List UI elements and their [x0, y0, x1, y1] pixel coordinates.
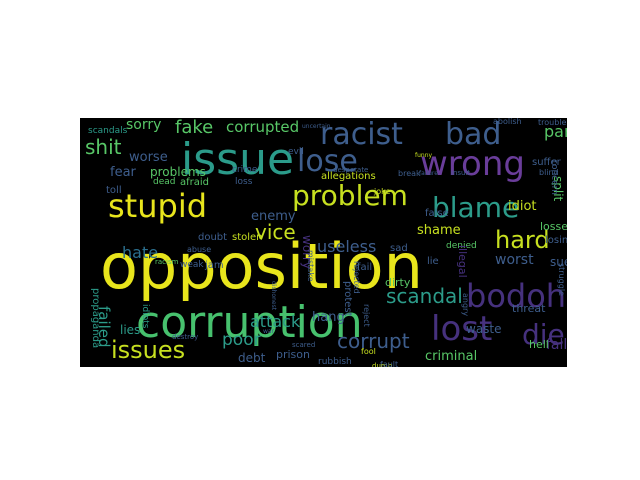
word-uncertain: uncertain	[302, 123, 331, 130]
word-fall: fall	[546, 337, 567, 353]
word-loss: loss	[235, 177, 253, 187]
word-concern: concern	[549, 159, 559, 195]
word-blind: blind	[539, 168, 559, 177]
word-break: break	[398, 169, 421, 178]
word-worry: worry	[300, 235, 314, 269]
word-racism: racism	[155, 258, 179, 266]
word-bodoh: bodoh	[466, 277, 567, 315]
word-protest: protest	[342, 281, 353, 317]
word-idiots: idiots	[140, 304, 150, 329]
word-failed: failed	[95, 306, 113, 348]
word-struggle: struggle	[557, 263, 566, 296]
word-idiot: idiot	[508, 199, 537, 214]
word-issues: issues	[111, 336, 186, 364]
word-racist: racist	[320, 118, 403, 152]
word-propaganda: propaganda	[90, 288, 101, 349]
word-problem: problem	[292, 179, 408, 212]
word-abolish: abolish	[493, 118, 522, 126]
word-worse: worse	[129, 150, 168, 165]
word-joke: joke	[374, 187, 391, 196]
word-lies: lies	[120, 323, 141, 337]
word-blame: blame	[432, 191, 520, 224]
word-corrupt: corrupt	[337, 329, 410, 353]
word-fail: fail	[357, 262, 373, 273]
word-insult: insult	[451, 169, 471, 177]
word-enemy: enemy	[251, 209, 296, 224]
word-poor: poor	[222, 330, 261, 350]
word-issue: issue	[181, 134, 295, 185]
word-shame: shame	[417, 223, 461, 238]
word-criminal: criminal	[425, 349, 478, 364]
word-split: split	[551, 176, 565, 202]
word-doubt: doubt	[198, 232, 228, 243]
word-sue: sue	[550, 255, 567, 269]
word-useless: useless	[317, 237, 377, 256]
word-die: die	[522, 318, 565, 351]
word-losses: losses	[540, 220, 567, 233]
word-cloud-image: opposition corruption issue wrong stupid prob…	[80, 118, 567, 367]
word-weak: weak	[180, 260, 204, 270]
word-corrupted: corrupted	[226, 118, 300, 136]
word-stolen: stolen	[232, 232, 263, 243]
word-waste: waste	[466, 322, 502, 336]
word-crime: crime	[232, 165, 258, 175]
word-desperate: desperate	[333, 166, 369, 174]
word-denied: denied	[446, 241, 477, 251]
word-lose: lose	[297, 144, 358, 179]
word-angry: angry	[461, 293, 470, 317]
word-worst: worst	[495, 252, 534, 268]
word-fault: fault	[380, 360, 399, 368]
word-scared: scared	[292, 341, 316, 349]
word-pan: pan	[544, 122, 567, 141]
word-jam: jam	[205, 260, 224, 271]
word-fear: fear	[110, 165, 136, 180]
word-scandals: scandals	[88, 126, 128, 136]
word-dishonest: dishonest	[270, 281, 277, 311]
word-fake: fake	[175, 118, 214, 138]
word-lost: lost	[431, 309, 493, 349]
word-allegations: allegations	[321, 171, 376, 182]
word-funny: funny	[415, 152, 433, 159]
word-lie: lie	[427, 256, 439, 267]
word-reject: reject	[362, 304, 371, 327]
word-mistake: mistake	[306, 250, 315, 282]
word-debt: debt	[238, 351, 266, 365]
word-trouble: trouble	[538, 118, 567, 127]
word-bad: bad	[445, 118, 502, 152]
word-prison: prison	[276, 348, 310, 361]
word-sad: sad	[390, 243, 408, 254]
word-shit: shit	[85, 135, 122, 159]
word-destroy: destroy	[172, 333, 199, 341]
word-failure: failure	[419, 170, 438, 177]
word-corruption: corruption	[136, 297, 363, 348]
word-hang: hang	[312, 310, 345, 325]
word-opposition: opposition	[100, 230, 423, 303]
word-hell: hell	[529, 338, 549, 351]
word-problems: problems	[150, 165, 206, 179]
word-evil: evil	[288, 147, 304, 157]
word-afraid: afraid	[180, 177, 210, 188]
word-toll: toll	[106, 185, 122, 196]
word-dumb: dumb	[372, 362, 393, 368]
word-illegal: illegal	[456, 245, 469, 278]
word-scandal: scandal	[386, 284, 463, 308]
word-vice: vice	[255, 220, 296, 244]
word-threat: threat	[512, 302, 546, 315]
word-rejected: rejected	[352, 261, 361, 294]
word-hard: hard	[495, 226, 550, 254]
word-fool: fool	[361, 347, 376, 356]
word-dirty: dirty	[385, 276, 411, 289]
word-hate: hate	[122, 243, 159, 262]
word-rubbish: rubbish	[318, 357, 352, 367]
word-dead: dead	[153, 177, 176, 187]
word-attack: attack	[250, 312, 301, 331]
word-sorry: sorry	[126, 118, 162, 133]
word-wrong: wrong	[420, 144, 525, 184]
word-false: false	[425, 208, 449, 219]
word-stupid: stupid	[108, 187, 208, 225]
word-losing: losing	[545, 235, 567, 246]
word-abuse: abuse	[187, 245, 212, 254]
word-war: war	[263, 328, 275, 335]
word-suffer: suffer	[532, 157, 561, 168]
